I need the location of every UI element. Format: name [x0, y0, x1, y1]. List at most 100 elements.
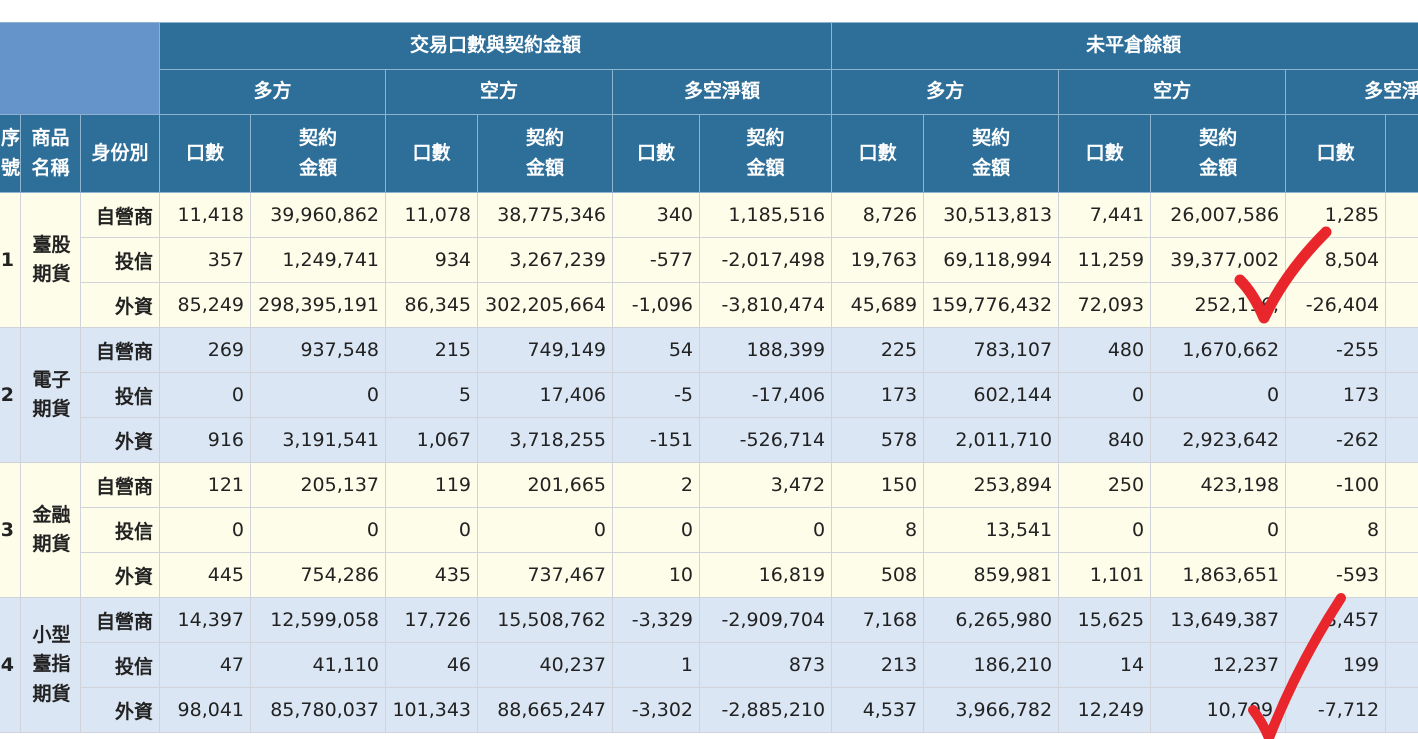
- amount-cell: 186,210: [923, 642, 1060, 688]
- amount-cell: 0: [699, 507, 833, 553]
- header-amount-text: 契約金額: [299, 127, 338, 179]
- qty-cell: 11,418: [159, 192, 252, 238]
- amount-cell: 1,249,741: [250, 237, 387, 283]
- table-row: 2 電子期貨 自營商 269 937,548 215 749,149 54 188,399 225…: [0, 327, 1418, 463]
- amount-cell: 3,191,541: [250, 417, 387, 463]
- qty-cell: 250: [1058, 462, 1152, 508]
- identity-cell: 自營商: [79, 462, 161, 508]
- header-amount-text: 契約金額: [972, 127, 1011, 179]
- table-row: 1 臺股期貨 自營商 11,418 39,960,862 11,078 38,775,346…: [0, 192, 1418, 328]
- identity-cell: 自營商: [79, 597, 161, 643]
- header-amount-text: 契約金額: [526, 127, 565, 179]
- qty-cell: 8,504: [1285, 237, 1387, 283]
- identity-cell: 投信: [79, 642, 161, 688]
- amount-cell: 26,007,586: [1150, 192, 1287, 238]
- header-qty: 口數: [831, 114, 925, 193]
- header-trade-net: 多空淨額: [612, 69, 833, 115]
- qty-cell: 269: [159, 327, 252, 373]
- amount-cell: 205,137: [250, 462, 387, 508]
- amount-cell: 3,267,239: [477, 237, 614, 283]
- qty-cell: 2: [612, 462, 701, 508]
- product-name: 小型臺指期貨: [32, 623, 71, 705]
- clipped-cell: [1385, 597, 1418, 643]
- amount-cell: 3,472: [699, 462, 833, 508]
- amount-cell: 749,149: [477, 327, 614, 373]
- amount-cell: 0: [250, 507, 387, 553]
- amount-cell: 737,467: [477, 552, 614, 598]
- qty-cell: 14: [1058, 642, 1152, 688]
- qty-cell: 1: [612, 642, 701, 688]
- amount-cell: 38,775,346: [477, 192, 614, 238]
- qty-cell: 173: [1285, 372, 1387, 418]
- amount-cell: 6,265,980: [923, 597, 1060, 643]
- amount-cell: 1,670,662: [1150, 327, 1287, 373]
- amount-cell: 16,819: [699, 552, 833, 598]
- amount-cell: 252,116,: [1150, 282, 1287, 328]
- identity-cell: 外資: [79, 282, 161, 328]
- qty-cell: 8,457: [1285, 597, 1387, 643]
- qty-cell: 54: [612, 327, 701, 373]
- qty-cell: 4,537: [831, 687, 925, 733]
- qty-cell: 45,689: [831, 282, 925, 328]
- amount-cell: -17,406: [699, 372, 833, 418]
- qty-cell: -3,329: [612, 597, 701, 643]
- qty-cell: 10: [612, 552, 701, 598]
- amount-cell: 3,718,255: [477, 417, 614, 463]
- clipped-cell: [1385, 552, 1418, 598]
- amount-cell: 0: [477, 507, 614, 553]
- amount-cell: 188,399: [699, 327, 833, 373]
- clipped-cell: [1385, 237, 1418, 283]
- qty-cell: 119: [385, 462, 479, 508]
- product-name: 電子期貨: [32, 368, 71, 420]
- qty-cell: -262: [1285, 417, 1387, 463]
- table-row: 外資 445 754,286 435 737,467 10 16,819 508 859,981…: [0, 552, 1418, 598]
- qty-cell: 14,397: [159, 597, 252, 643]
- identity-cell: 外資: [79, 552, 161, 598]
- amount-cell: 2,923,642: [1150, 417, 1287, 463]
- amount-cell: 85,780,037: [250, 687, 387, 733]
- header-oi-long: 多方: [831, 69, 1060, 115]
- header-oi-net: 多空淨: [1285, 69, 1418, 115]
- table-row: 投信 357 1,249,741 934 3,267,239 -577 -2,017,498…: [0, 237, 1418, 283]
- product-cell: 電子期貨: [20, 327, 81, 463]
- qty-cell: 7,168: [831, 597, 925, 643]
- amount-cell: 0: [250, 372, 387, 418]
- clipped-cell: [1385, 327, 1418, 373]
- table-row: 4 小型臺指期貨 自營商 14,397 12,599,058 17,726 15,508,7…: [0, 597, 1418, 733]
- header-amount-text: 契約金額: [1199, 127, 1238, 179]
- identity-cell: 自營商: [79, 192, 161, 238]
- header-trade-short: 空方: [385, 69, 614, 115]
- qty-cell: 0: [385, 507, 479, 553]
- table-body: 1 臺股期貨 自營商 11,418 39,960,862 11,078 38,775,346…: [0, 192, 1418, 733]
- amount-cell: 69,118,994: [923, 237, 1060, 283]
- qty-cell: -151: [612, 417, 701, 463]
- qty-cell: 1,067: [385, 417, 479, 463]
- product-cell: 小型臺指期貨: [20, 597, 81, 733]
- qty-cell: 1,285: [1285, 192, 1387, 238]
- corner-header: [0, 22, 161, 115]
- amount-cell: 39,377,002: [1150, 237, 1287, 283]
- qty-cell: 101,343: [385, 687, 479, 733]
- clipped-cell: [1385, 372, 1418, 418]
- clipped-cell: [1385, 507, 1418, 553]
- amount-cell: -2,909,704: [699, 597, 833, 643]
- qty-cell: 435: [385, 552, 479, 598]
- identity-cell: 自營商: [79, 327, 161, 373]
- amount-cell: 159,776,432: [923, 282, 1060, 328]
- amount-cell: 1,185,516: [699, 192, 833, 238]
- clipped-cell: [1385, 687, 1418, 733]
- header-trade-group: 交易口數與契約金額: [159, 22, 833, 70]
- qty-cell: 0: [159, 372, 252, 418]
- qty-cell: -7,712: [1285, 687, 1387, 733]
- header-qty: 口數: [612, 114, 701, 193]
- qty-cell: 19,763: [831, 237, 925, 283]
- amount-cell: 859,981: [923, 552, 1060, 598]
- qty-cell: -593: [1285, 552, 1387, 598]
- product-name: 金融期貨: [32, 503, 71, 555]
- header-qty: 口數: [159, 114, 252, 193]
- header-qty: 口數: [1058, 114, 1152, 193]
- clipped-cell: [1385, 192, 1418, 238]
- qty-cell: 445: [159, 552, 252, 598]
- clipped-cell: [1385, 417, 1418, 463]
- qty-cell: 173: [831, 372, 925, 418]
